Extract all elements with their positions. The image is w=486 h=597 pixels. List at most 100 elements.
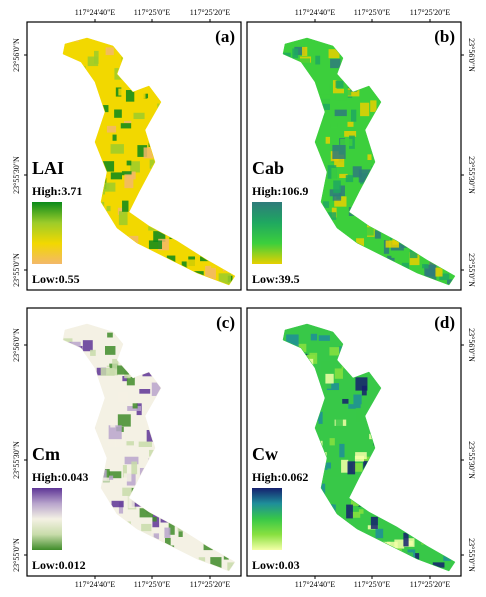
colorbar bbox=[252, 488, 282, 550]
pixel-patch bbox=[90, 349, 96, 356]
lat-tick-label: 23°56'0"N bbox=[467, 38, 476, 72]
lon-tick-label: 117°24'40"E bbox=[75, 8, 116, 17]
legend-low: Low:0.012 bbox=[32, 558, 86, 572]
pixel-patch bbox=[334, 368, 343, 379]
pixel-patch bbox=[432, 562, 445, 568]
lat-tick-label: 23°55'30"N bbox=[12, 156, 21, 194]
pixel-patch bbox=[117, 414, 131, 427]
pixel-patch bbox=[107, 332, 113, 338]
pixel-patch bbox=[128, 495, 135, 509]
lat-tick-label: 23°55'0"N bbox=[467, 538, 476, 572]
pixel-patch bbox=[365, 227, 374, 236]
legend-high: High:106.9 bbox=[252, 184, 308, 198]
pixel-patch bbox=[310, 333, 318, 341]
lon-tick-label: 117°25'0"E bbox=[354, 580, 391, 589]
pixel-patch bbox=[106, 125, 117, 133]
pixel-patch bbox=[347, 461, 356, 475]
legend-low: Low:0.55 bbox=[32, 272, 80, 286]
pixel-patch bbox=[94, 50, 99, 64]
pixel-patch bbox=[409, 249, 418, 259]
pixel-patch bbox=[118, 211, 128, 226]
pixel-patch bbox=[365, 98, 373, 104]
lon-tick-label: 117°24'40"E bbox=[295, 580, 336, 589]
pixel-patch bbox=[334, 154, 345, 168]
panel: (b) Cab High:106.9 Low:39.5 bbox=[246, 21, 462, 291]
pixel-patch bbox=[100, 367, 115, 376]
pixel-patch bbox=[133, 112, 145, 120]
pixel-patch bbox=[347, 121, 354, 127]
pixel-patch bbox=[104, 182, 116, 192]
pixel-patch bbox=[118, 501, 124, 514]
area-outline bbox=[282, 323, 456, 572]
pixel-patch bbox=[141, 523, 152, 536]
pixel-patch bbox=[126, 376, 135, 386]
panel-label: (c) bbox=[216, 313, 235, 332]
pixel-patch bbox=[166, 255, 176, 264]
pixel-patch bbox=[346, 504, 353, 519]
pixel-patch bbox=[318, 411, 323, 424]
pixel-patch bbox=[335, 88, 347, 101]
pixel-patch bbox=[340, 138, 353, 146]
pixel-patch bbox=[105, 47, 114, 56]
pixel-patch bbox=[302, 46, 308, 56]
panel-label: (d) bbox=[434, 313, 455, 332]
pixel-patch bbox=[137, 145, 148, 157]
pixel-patch bbox=[178, 527, 183, 537]
pixel-patch bbox=[332, 355, 338, 364]
pixel-patch bbox=[149, 159, 156, 169]
pixel-patch bbox=[106, 205, 111, 212]
pixel-patch bbox=[304, 42, 314, 49]
lon-tick-label: 117°25'20"E bbox=[190, 8, 231, 17]
pixel-patch bbox=[385, 240, 399, 248]
pixel-patch bbox=[355, 452, 367, 460]
lat-tick-label: 23°55'0"N bbox=[12, 253, 21, 287]
pixel-patch bbox=[334, 196, 347, 207]
variable-name: Cw bbox=[252, 444, 278, 464]
legend-high: High:0.043 bbox=[32, 470, 88, 484]
pixel-patch bbox=[353, 394, 362, 405]
pixel-patch bbox=[205, 265, 216, 280]
pixel-patch bbox=[334, 109, 347, 117]
pixel-patch bbox=[137, 174, 143, 181]
pixel-patch bbox=[168, 521, 175, 535]
pixel-patch bbox=[100, 477, 110, 482]
pixel-patch bbox=[122, 487, 133, 496]
pixel-patch bbox=[120, 123, 132, 129]
pixel-patch bbox=[87, 56, 99, 67]
pixel-patch bbox=[152, 533, 160, 543]
pixel-patch bbox=[210, 557, 222, 569]
pixel-patch bbox=[358, 509, 364, 514]
pixel-patch bbox=[118, 88, 124, 96]
pixel-patch bbox=[328, 49, 340, 59]
legend-high: High:3.71 bbox=[32, 184, 82, 198]
pixel-patch bbox=[344, 130, 357, 137]
pixel-patch bbox=[164, 527, 171, 538]
pixel-patch bbox=[137, 223, 145, 228]
colorbar bbox=[252, 202, 282, 264]
pixel-patch bbox=[404, 540, 413, 546]
pixel-patch bbox=[227, 562, 235, 571]
pixel-patch bbox=[135, 86, 146, 99]
pixel-patch bbox=[125, 90, 135, 102]
legend-low: Low:39.5 bbox=[252, 272, 300, 286]
legend-high: High:0.062 bbox=[252, 470, 308, 484]
pixel-patch bbox=[342, 398, 349, 404]
variable-name: Cab bbox=[252, 158, 284, 178]
pixel-patch bbox=[108, 471, 122, 479]
pixel-patch bbox=[102, 190, 117, 201]
pixel-patch bbox=[121, 171, 132, 176]
colorbar bbox=[32, 488, 62, 550]
lon-tick-label: 117°25'0"E bbox=[134, 8, 171, 17]
pixel-patch bbox=[296, 343, 307, 353]
pixel-patch bbox=[108, 425, 122, 440]
lat-tick-label: 23°55'30"N bbox=[467, 156, 476, 194]
panel: (c) Cm High:0.043 Low:0.012 bbox=[26, 307, 242, 577]
area-outline bbox=[282, 37, 456, 286]
pixel-patch bbox=[344, 89, 352, 96]
pixel-patch bbox=[139, 508, 153, 518]
panel-label: (b) bbox=[434, 27, 455, 46]
pixel-patch bbox=[356, 238, 365, 247]
variable-name: LAI bbox=[32, 158, 64, 178]
pixel-patch bbox=[370, 89, 381, 103]
pixel-patch bbox=[325, 136, 331, 144]
